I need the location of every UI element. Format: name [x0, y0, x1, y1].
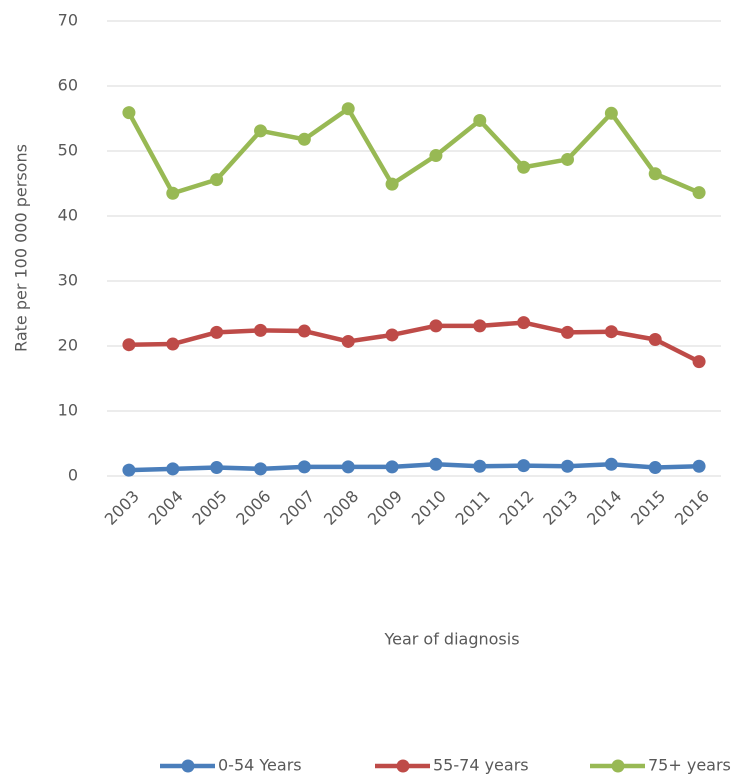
data-point: [517, 459, 531, 473]
y-tick-label: 40: [58, 206, 78, 225]
x-tick-label: 2015: [627, 487, 669, 529]
y-tick-label: 0: [68, 466, 78, 485]
data-point: [429, 457, 443, 471]
data-point: [604, 325, 618, 339]
data-point: [166, 462, 180, 476]
data-point: [692, 186, 706, 200]
data-point: [210, 173, 224, 187]
data-point: [297, 460, 311, 474]
y-axis-title: Rate per 100 000 persons: [12, 144, 31, 352]
data-point: [561, 325, 574, 339]
data-point: [210, 461, 224, 475]
data-point: [122, 463, 136, 477]
data-point: [341, 334, 355, 348]
x-tick-label: 2013: [539, 487, 581, 529]
y-tick-label: 60: [58, 76, 78, 95]
x-tick-label: 2011: [452, 487, 494, 529]
data-point: [648, 167, 662, 181]
y-tick-label: 70: [58, 11, 78, 30]
legend-label: 0-54 Years: [218, 756, 302, 775]
series-line: [128, 320, 701, 364]
y-tick-label: 10: [58, 401, 78, 420]
data-point: [341, 102, 355, 116]
data-point: [561, 459, 574, 473]
x-tick-label: 2003: [101, 487, 143, 529]
data-point: [254, 124, 267, 138]
data-point: [517, 160, 531, 174]
data-point: [385, 328, 399, 342]
data-point: [473, 113, 487, 127]
data-point: [429, 319, 443, 333]
data-point: [297, 324, 311, 338]
x-tick-label: 2007: [276, 487, 318, 529]
x-tick-label: 2009: [364, 487, 406, 529]
data-point: [254, 462, 267, 476]
data-point: [166, 186, 180, 200]
legend-marker: [181, 759, 195, 773]
y-tick-label: 50: [58, 141, 78, 160]
x-axis-title: Year of diagnosis: [383, 630, 519, 649]
data-point: [122, 338, 136, 352]
x-tick-label: 2012: [495, 487, 537, 529]
y-tick-label: 30: [58, 271, 78, 290]
y-tick-label: 20: [58, 336, 78, 355]
x-tick-label: 2016: [671, 487, 713, 529]
data-point: [385, 177, 399, 191]
legend-label: 75+ years: [648, 756, 731, 775]
legend-label: 55-74 years: [433, 756, 529, 775]
x-tick-label: 2006: [232, 487, 274, 529]
data-point: [604, 457, 618, 471]
data-point: [604, 106, 618, 120]
data-point: [692, 355, 706, 369]
data-point: [473, 459, 487, 473]
data-point: [429, 149, 443, 163]
data-point: [473, 319, 487, 333]
data-point: [561, 152, 574, 166]
data-point: [166, 337, 180, 351]
x-tick-label: 2014: [583, 487, 625, 529]
data-point: [648, 333, 662, 346]
series-line: [126, 106, 700, 196]
data-point: [341, 460, 355, 474]
x-tick-label: 2008: [320, 487, 362, 529]
data-point: [122, 106, 136, 120]
data-point: [297, 132, 311, 146]
legend-marker: [611, 759, 625, 773]
series-line: [128, 462, 700, 473]
data-point: [648, 461, 662, 475]
x-tick-label: 2010: [408, 487, 450, 529]
x-tick-label: 2005: [188, 487, 230, 529]
data-point: [385, 460, 399, 474]
data-point: [210, 325, 224, 339]
data-point: [517, 316, 531, 330]
legend-marker: [396, 759, 410, 773]
x-tick-label: 2004: [145, 487, 187, 529]
data-point: [254, 323, 267, 337]
data-point: [692, 459, 706, 473]
